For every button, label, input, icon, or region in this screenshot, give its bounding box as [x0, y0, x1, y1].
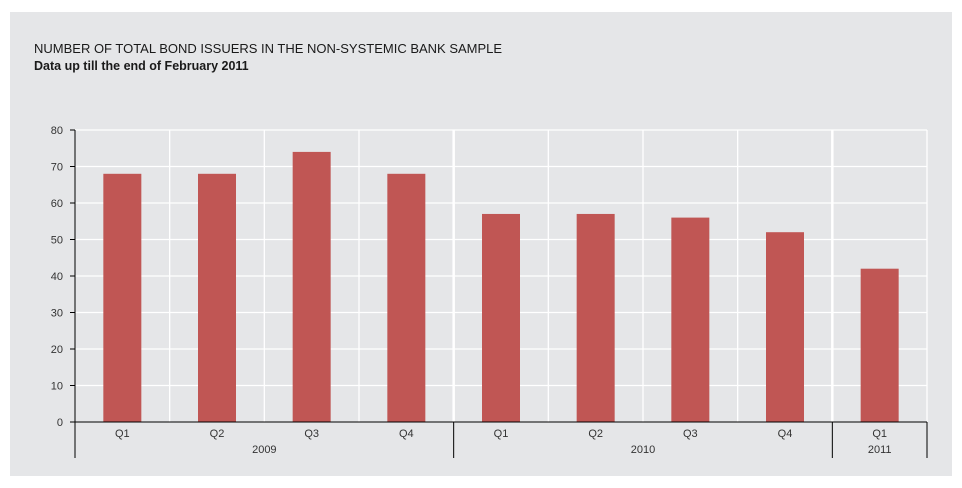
- x-tick-label: Q2: [210, 428, 225, 440]
- y-tick-label: 0: [57, 417, 63, 429]
- y-tick-label: 80: [51, 125, 63, 137]
- x-tick-label: Q1: [872, 428, 887, 440]
- x-tick-label: Q3: [304, 428, 319, 440]
- y-tick-label: 70: [51, 162, 63, 174]
- x-tick-label: Q3: [683, 428, 698, 440]
- bar-layer: [103, 151, 899, 422]
- y-tick-label: 50: [51, 235, 63, 247]
- x-group-label: 2010: [631, 444, 655, 456]
- bar: [387, 173, 426, 422]
- bar: [671, 217, 710, 422]
- x-tick-label: Q4: [399, 428, 414, 440]
- y-tick-label: 20: [51, 344, 63, 356]
- x-group-label: 2011: [868, 444, 892, 456]
- x-group-label: 2009: [252, 444, 276, 456]
- label-layer: 0 10 20 30 40 50 60 70 80 Q1 Q2 Q3 Q4 Q1 Q2 Q3 Q4 Q1 2009 2…: [51, 125, 892, 456]
- bar: [482, 213, 520, 422]
- axis-layer: [70, 129, 928, 458]
- x-tick-label: Q1: [115, 428, 130, 440]
- x-tick-label: Q4: [778, 428, 793, 440]
- x-tick-label: Q2: [588, 428, 603, 440]
- x-tick-label: Q1: [494, 428, 509, 440]
- bar: [103, 173, 142, 422]
- y-tick-label: 30: [51, 308, 63, 320]
- bar: [576, 213, 615, 422]
- y-tick-label: 40: [51, 271, 63, 283]
- bar: [198, 173, 236, 422]
- bar: [292, 151, 331, 422]
- y-tick-label: 10: [51, 381, 63, 393]
- y-tick-label: 60: [51, 198, 63, 210]
- bar: [766, 232, 804, 422]
- chart-title: NUMBER OF TOTAL BOND ISSUERS IN THE NON-…: [34, 41, 503, 56]
- bar: [860, 268, 899, 422]
- chart-subtitle: Data up till the end of February 2011: [34, 59, 249, 73]
